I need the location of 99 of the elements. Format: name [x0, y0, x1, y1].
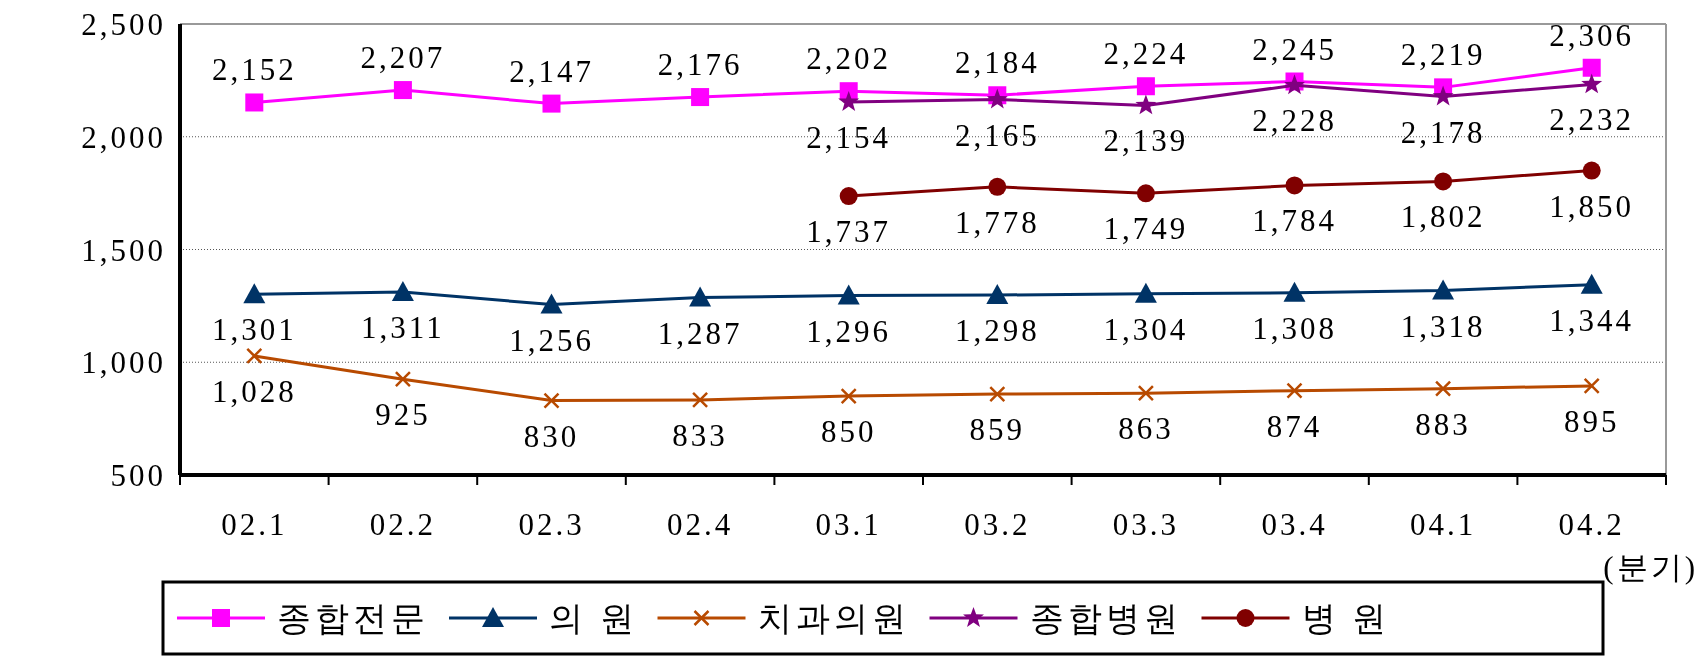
data-label: 2,306	[1549, 17, 1635, 53]
point	[543, 392, 560, 409]
point	[689, 286, 712, 307]
point	[840, 387, 857, 405]
point	[989, 385, 1006, 403]
point	[1583, 377, 1600, 395]
data-label: 2,165	[954, 117, 1040, 153]
data-label: 1,737	[806, 214, 892, 250]
y-tick-label: 1,500	[81, 232, 166, 268]
x-tick-label: 04.1	[1409, 507, 1477, 542]
data-label: 1,749	[1103, 211, 1189, 247]
point	[246, 347, 263, 365]
data-label: 1,318	[1400, 308, 1486, 344]
point	[691, 88, 710, 107]
y-tick-label: 2,000	[81, 119, 166, 155]
legend-label: 종합병원	[1029, 600, 1182, 637]
data-label: 1,778	[954, 204, 1040, 240]
data-label: 1,850	[1549, 188, 1635, 224]
data-label: 2,152	[211, 52, 297, 88]
y-tick-label: 2,500	[81, 7, 166, 42]
legend-label: 병 원	[1301, 600, 1390, 637]
data-label: 2,178	[1400, 114, 1486, 150]
point	[1134, 282, 1157, 303]
point	[988, 177, 1007, 196]
data-label: 1,784	[1252, 203, 1337, 239]
data-label: 2,219	[1400, 37, 1486, 73]
x-tick-label: 03.2	[964, 507, 1031, 542]
point	[243, 283, 266, 304]
point	[1285, 176, 1304, 195]
data-label: 2,202	[806, 41, 892, 77]
point	[1432, 279, 1455, 300]
data-label: 1,301	[211, 312, 297, 348]
x-tick-label: 03.3	[1112, 507, 1180, 542]
point	[691, 391, 709, 409]
legend-label: 치과의원	[757, 600, 910, 637]
point	[1283, 281, 1306, 302]
point	[1136, 184, 1155, 203]
point	[1135, 94, 1157, 115]
data-label: 1,298	[954, 313, 1040, 349]
data-label: 895	[1563, 403, 1620, 439]
legend-label: 종합전문	[277, 600, 429, 637]
point	[986, 284, 1009, 305]
data-label: 859	[969, 412, 1026, 448]
point	[1582, 161, 1601, 180]
data-label: 1,296	[806, 313, 892, 349]
point	[540, 293, 563, 314]
x-tick-label: 02.4	[666, 507, 734, 542]
y-tick-label: 1,000	[81, 345, 166, 381]
point	[839, 187, 858, 206]
data-label: 850	[820, 414, 877, 450]
point	[1432, 85, 1454, 106]
x-tick-label: 02.3	[518, 507, 585, 542]
data-label: 2,184	[954, 45, 1040, 81]
point	[542, 94, 561, 113]
point	[1580, 273, 1603, 294]
data-label: 1,311	[361, 310, 445, 346]
data-label: 863	[1118, 411, 1174, 447]
point	[1582, 58, 1601, 77]
data-label: 2,176	[657, 47, 743, 83]
data-label: 883	[1415, 406, 1471, 442]
data-label: 2,139	[1103, 123, 1189, 159]
data-label: 830	[523, 418, 580, 454]
data-label: 1,308	[1252, 310, 1337, 346]
data-label: 1,287	[657, 315, 743, 351]
point	[245, 93, 264, 112]
x-tick-label: 03.1	[815, 507, 882, 542]
legend-label: 의 원	[549, 600, 638, 637]
point	[1434, 172, 1453, 191]
data-label: 1,256	[509, 322, 594, 358]
data-label: 1,344	[1549, 302, 1635, 338]
point	[1581, 73, 1603, 94]
data-label: 1,028	[211, 373, 297, 409]
point	[1137, 384, 1155, 402]
data-label: 925	[375, 397, 431, 433]
point	[838, 91, 860, 111]
x-axis-title: (분기)	[1603, 550, 1698, 585]
data-label: 1,304	[1103, 311, 1189, 347]
data-label: 2,224	[1103, 36, 1189, 72]
data-label: 2,232	[1549, 102, 1635, 138]
point	[394, 370, 412, 388]
data-label: 2,228	[1252, 103, 1337, 139]
x-tick-label: 02.2	[369, 507, 437, 542]
point	[1136, 77, 1155, 96]
x-tick-label: 02.1	[221, 507, 288, 542]
data-label: 2,245	[1252, 31, 1337, 67]
data-label: 874	[1266, 408, 1323, 444]
data-label: 2,154	[806, 120, 892, 156]
data-label: 1,802	[1400, 199, 1486, 235]
point	[1434, 380, 1452, 397]
x-tick-label: 04.2	[1558, 507, 1625, 542]
x-tick-label: 03.4	[1261, 507, 1328, 542]
data-label: 2,147	[509, 53, 594, 89]
point	[393, 81, 412, 100]
data-label: 2,207	[360, 40, 446, 76]
data-label: 833	[672, 417, 728, 453]
y-tick-label: 500	[110, 458, 166, 493]
point	[1286, 382, 1303, 399]
point	[837, 284, 860, 305]
point	[391, 281, 414, 302]
